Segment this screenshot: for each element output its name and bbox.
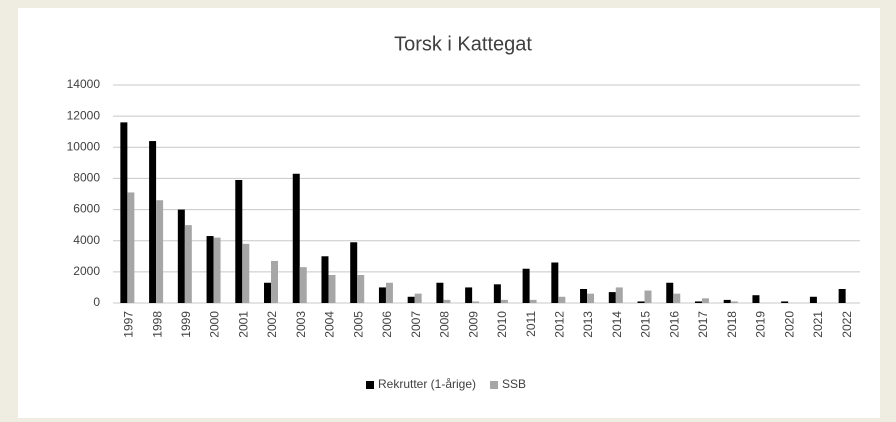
legend-label: SSB bbox=[502, 377, 526, 391]
x-tick-label: 1997 bbox=[122, 311, 136, 338]
bar bbox=[838, 288, 846, 303]
bar bbox=[350, 242, 358, 303]
bar bbox=[637, 301, 645, 303]
bar bbox=[608, 292, 616, 303]
bar bbox=[673, 293, 681, 303]
x-tick-label: 1998 bbox=[150, 311, 164, 338]
x-tick-label: 2004 bbox=[323, 311, 337, 338]
bar bbox=[299, 267, 307, 303]
bar bbox=[235, 179, 243, 303]
bar bbox=[149, 141, 157, 303]
bar bbox=[493, 284, 501, 303]
x-tick-label: 2021 bbox=[811, 311, 825, 338]
x-tick-label: 2022 bbox=[840, 311, 854, 338]
legend-swatch bbox=[490, 381, 499, 389]
panel bbox=[18, 8, 880, 418]
x-tick-label: 2008 bbox=[438, 311, 452, 338]
bar bbox=[443, 299, 451, 303]
y-tick-label: 6000 bbox=[73, 202, 100, 216]
bar bbox=[292, 173, 300, 303]
bar bbox=[156, 200, 164, 303]
bar bbox=[436, 282, 444, 303]
x-tick-label: 2020 bbox=[782, 311, 796, 338]
bar bbox=[694, 301, 702, 303]
bar bbox=[551, 262, 559, 303]
bar bbox=[378, 287, 386, 303]
y-tick-label: 4000 bbox=[73, 233, 100, 247]
y-tick-label: 10000 bbox=[67, 139, 101, 153]
bar bbox=[752, 295, 760, 303]
x-tick-label: 2012 bbox=[552, 311, 566, 338]
x-tick-label: 1999 bbox=[179, 311, 193, 338]
bar bbox=[271, 260, 279, 303]
bar bbox=[500, 299, 508, 303]
y-tick-label: 12000 bbox=[67, 108, 101, 122]
bar bbox=[184, 225, 192, 303]
bar bbox=[701, 298, 709, 303]
bar bbox=[587, 293, 595, 303]
bar bbox=[328, 274, 336, 303]
bar bbox=[730, 301, 738, 303]
y-tick-label: 0 bbox=[93, 295, 100, 309]
y-tick-label: 8000 bbox=[73, 171, 100, 185]
bar bbox=[723, 299, 731, 303]
bar bbox=[357, 274, 365, 303]
legend-swatch bbox=[366, 381, 374, 389]
bar bbox=[213, 237, 221, 303]
x-tick-label: 2003 bbox=[294, 311, 308, 338]
x-tick-label: 2002 bbox=[265, 311, 279, 338]
bar bbox=[666, 282, 674, 303]
x-tick-label: 2017 bbox=[696, 311, 710, 338]
x-tick-label: 2015 bbox=[639, 311, 653, 338]
x-tick-label: 2005 bbox=[351, 311, 365, 338]
bar bbox=[206, 236, 214, 303]
x-tick-label: 2018 bbox=[725, 311, 739, 338]
bar bbox=[407, 296, 415, 303]
bar bbox=[472, 301, 480, 303]
x-tick-label: 2013 bbox=[581, 311, 595, 338]
bar bbox=[580, 288, 588, 303]
x-tick-label: 2019 bbox=[754, 311, 768, 338]
x-tick-label: 2011 bbox=[524, 311, 538, 337]
x-tick-label: 2014 bbox=[610, 311, 624, 338]
bar bbox=[465, 287, 473, 303]
y-tick-label: 2000 bbox=[73, 264, 100, 278]
bar bbox=[264, 282, 272, 303]
bar bbox=[644, 290, 652, 303]
bar bbox=[385, 282, 393, 303]
bar bbox=[558, 296, 566, 303]
x-tick-label: 2001 bbox=[236, 311, 250, 338]
bar bbox=[522, 268, 530, 303]
bar bbox=[242, 243, 250, 303]
x-tick-label: 2006 bbox=[380, 311, 394, 338]
bar bbox=[127, 192, 135, 303]
bar bbox=[414, 293, 422, 303]
bar bbox=[120, 122, 128, 303]
bar bbox=[781, 301, 789, 303]
y-tick-label: 14000 bbox=[67, 77, 101, 91]
bar bbox=[321, 256, 329, 303]
x-tick-label: 2010 bbox=[495, 311, 509, 338]
chart-title: Torsk i Kattegat bbox=[394, 33, 532, 55]
x-tick-label: 2000 bbox=[208, 311, 222, 338]
x-tick-label: 2009 bbox=[466, 311, 480, 338]
bar bbox=[615, 287, 623, 303]
legend-label: Rekrutter (1-årige) bbox=[378, 377, 476, 391]
bar bbox=[529, 299, 537, 303]
bar bbox=[177, 209, 185, 303]
x-tick-label: 2016 bbox=[667, 311, 681, 338]
bar bbox=[809, 296, 817, 303]
x-tick-label: 2007 bbox=[409, 311, 423, 338]
